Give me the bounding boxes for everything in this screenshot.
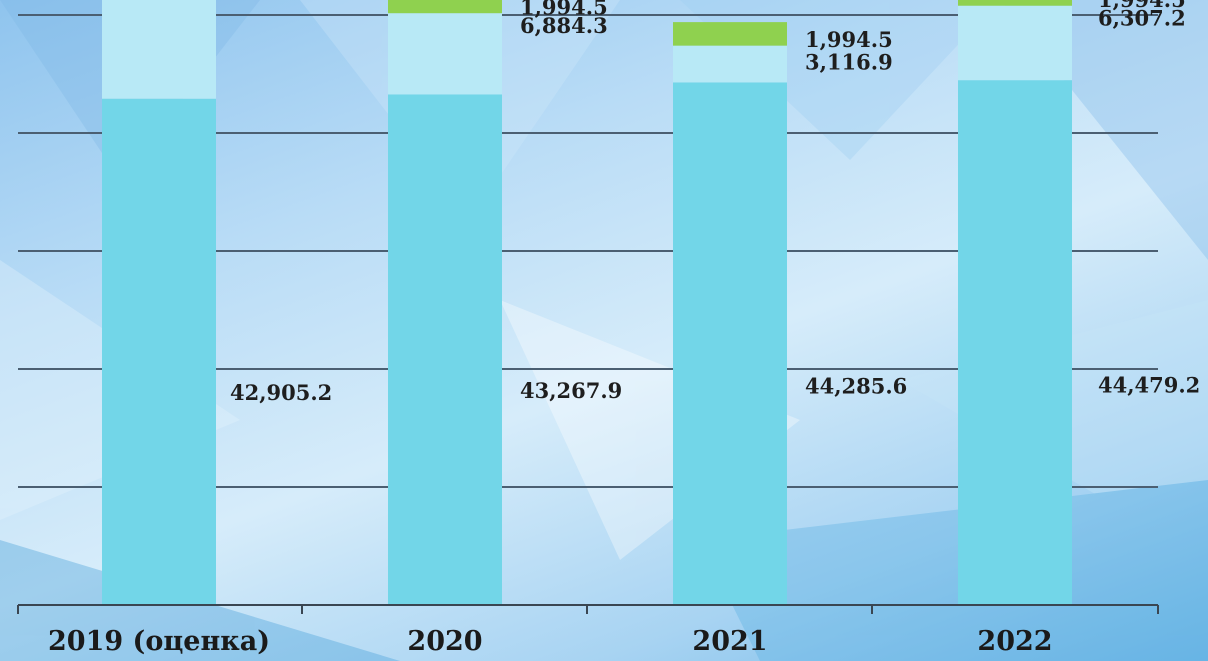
data-label-3-2: 1,994.5 xyxy=(1098,0,1186,12)
bar-segment-3-2 xyxy=(958,0,1072,6)
bar-segment-2-1 xyxy=(673,45,787,83)
x-tick-label-0: 2019 (оценка) xyxy=(48,626,270,657)
data-label-2-0: 44,285.6 xyxy=(805,373,907,398)
x-tick-label-2: 2021 xyxy=(692,626,767,657)
x-tick-label-1: 2020 xyxy=(407,626,482,657)
bar-segment-1-2 xyxy=(388,0,502,14)
bars xyxy=(102,0,1072,606)
data-label-1-0: 43,267.9 xyxy=(520,378,622,403)
data-label-1-1: 6,884.3 xyxy=(520,13,608,38)
data-label-3-1: 6,307.2 xyxy=(1098,6,1186,31)
data-label-2-2: 1,994.5 xyxy=(805,27,893,52)
bar-segment-3-0 xyxy=(958,80,1072,605)
bar-segment-2-0 xyxy=(673,82,787,605)
data-label-3-0: 44,479.2 xyxy=(1098,372,1200,397)
x-axis: 2019 (оценка) 2020 2021 2022 xyxy=(17,604,1159,657)
bar-segment-2-2 xyxy=(673,22,787,46)
bar-segment-0-0 xyxy=(102,98,216,606)
bar-segment-3-1 xyxy=(958,5,1072,81)
data-label-0-0: 42,905.2 xyxy=(230,380,332,405)
data-labels: 42,905.213,175.71,931.443,267.96,884.31,… xyxy=(230,0,1200,405)
bar-segment-1-0 xyxy=(388,94,502,605)
x-tick-label-3: 2022 xyxy=(977,626,1052,657)
bar-segment-0-1 xyxy=(102,0,216,99)
data-label-1-2: 1,994.5 xyxy=(520,0,608,20)
bar-segment-1-1 xyxy=(388,13,502,95)
data-label-2-1: 3,116.9 xyxy=(805,50,893,75)
